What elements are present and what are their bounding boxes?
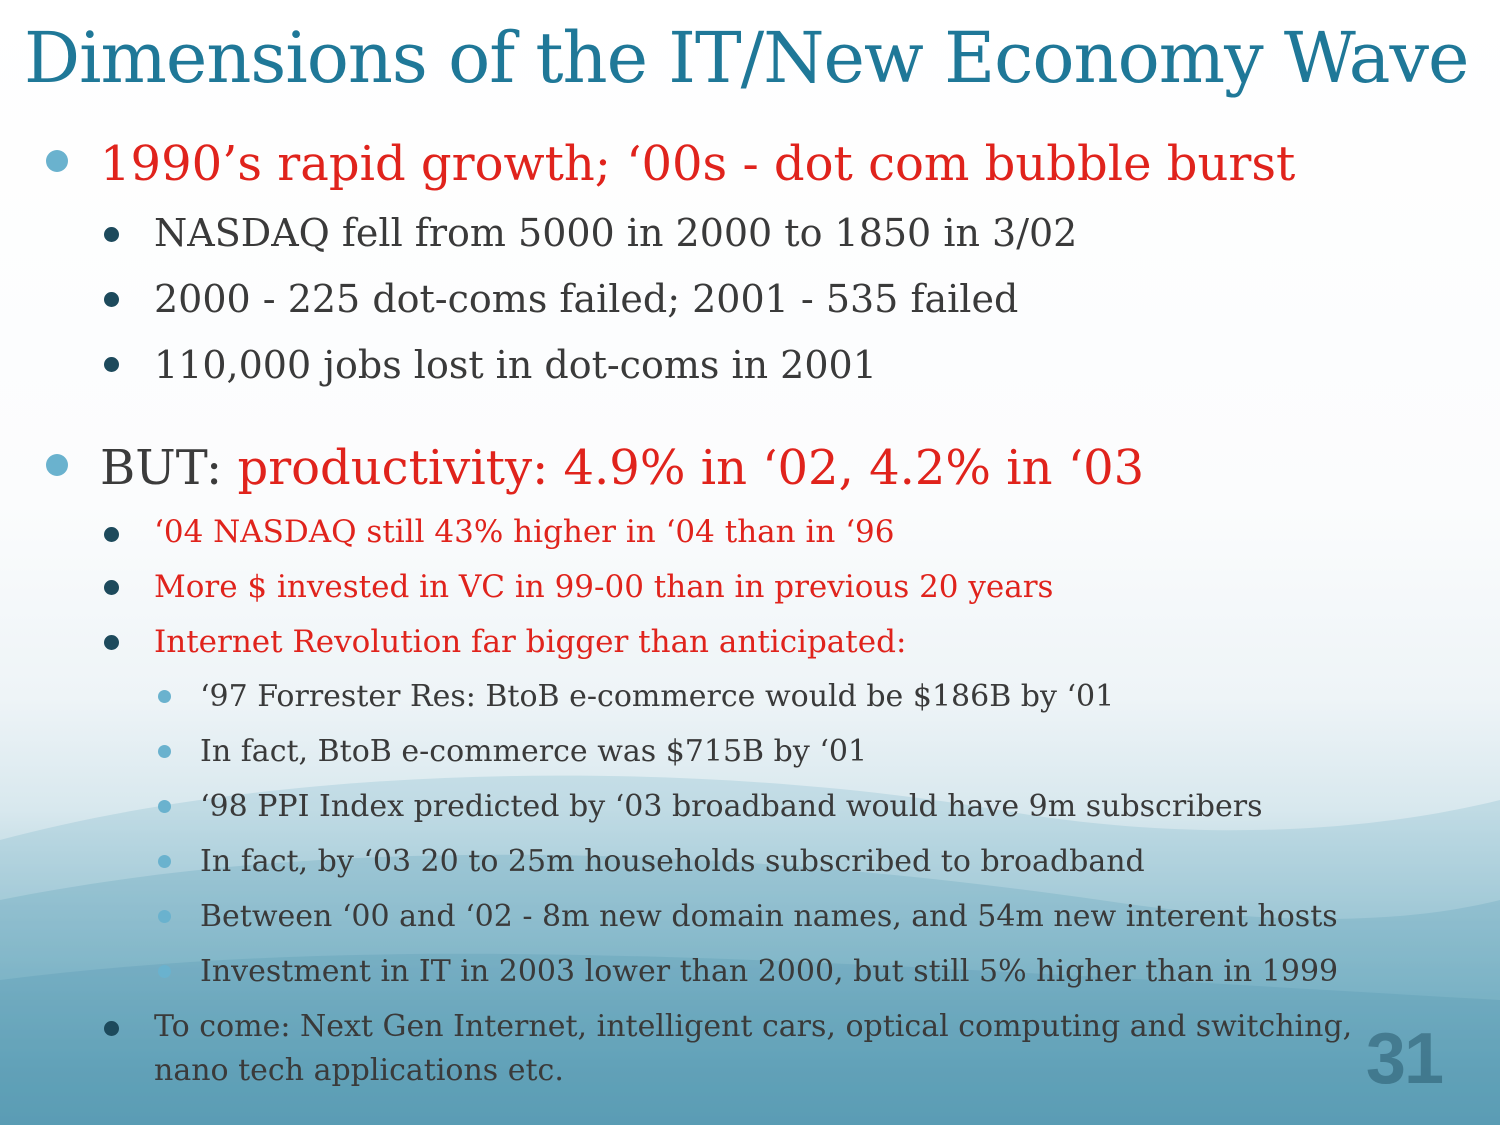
bullet-domain-names: Between ‘00 and ‘02 - 8m new domain name…	[200, 899, 1338, 934]
bullet-ppi-index: ‘98 PPI Index predicted by ‘03 broadband…	[200, 789, 1263, 824]
bullet-dot	[104, 1021, 119, 1036]
bullet-forrester: ‘97 Forrester Res: BtoB e-commerce would…	[200, 679, 1115, 714]
bullet-internet-revolution: Internet Revolution far bigger than anti…	[154, 624, 907, 660]
bullet-jobs-lost: 110,000 jobs lost in dot-coms in 2001	[154, 343, 877, 387]
bullet-dot	[104, 635, 119, 650]
bullet-dot	[158, 745, 171, 758]
bullet-it-investment: Investment in IT in 2003 lower than 2000…	[200, 954, 1339, 989]
bullet-to-come-line1: To come: Next Gen Internet, intelligent …	[154, 1009, 1353, 1044]
bullet-dot	[104, 527, 119, 542]
bullet-dot	[46, 150, 68, 172]
bullet-but-productivity: BUT: productivity: 4.9% in ‘02, 4.2% in …	[100, 444, 1144, 492]
bullet-nasdaq-higher: ‘04 NASDAQ still 43% higher in ‘04 than …	[154, 514, 895, 550]
bullet-dot	[104, 292, 119, 307]
bullet-dot	[104, 357, 119, 372]
bullet-dot	[158, 855, 171, 868]
slide-title: Dimensions of the IT/New Economy Wave	[24, 17, 1469, 99]
bullet-nasdaq-fell: NASDAQ fell from 5000 in 2000 to 1850 in…	[154, 211, 1078, 255]
bullet-but-lead: BUT:	[100, 440, 238, 496]
bullet-dot	[104, 580, 119, 595]
bullet-dot	[104, 227, 119, 242]
slide-number: 31	[1365, 1019, 1444, 1099]
bullet-productivity: productivity: 4.9% in ‘02, 4.2% in ‘03	[237, 440, 1145, 496]
bullet-btob-actual: In fact, BtoB e-commerce was $715B by ‘0…	[200, 734, 868, 769]
bullet-dot	[158, 910, 171, 923]
bullet-dot	[46, 454, 68, 476]
bullet-dot	[158, 965, 171, 978]
bullet-to-come-line2: nano tech applications etc.	[154, 1053, 564, 1088]
bullet-dot	[158, 690, 171, 703]
bullet-broadband-actual: In fact, by ‘03 20 to 25m households sub…	[200, 844, 1145, 879]
bullet-dot	[158, 800, 171, 813]
bullet-dotcoms-failed: 2000 - 225 dot-coms failed; 2001 - 535 f…	[154, 277, 1019, 321]
bullet-vc-invested: More $ invested in VC in 99-00 than in p…	[154, 569, 1054, 605]
bullet-rapid-growth: 1990’s rapid growth; ‘00s - dot com bubb…	[100, 136, 1296, 192]
